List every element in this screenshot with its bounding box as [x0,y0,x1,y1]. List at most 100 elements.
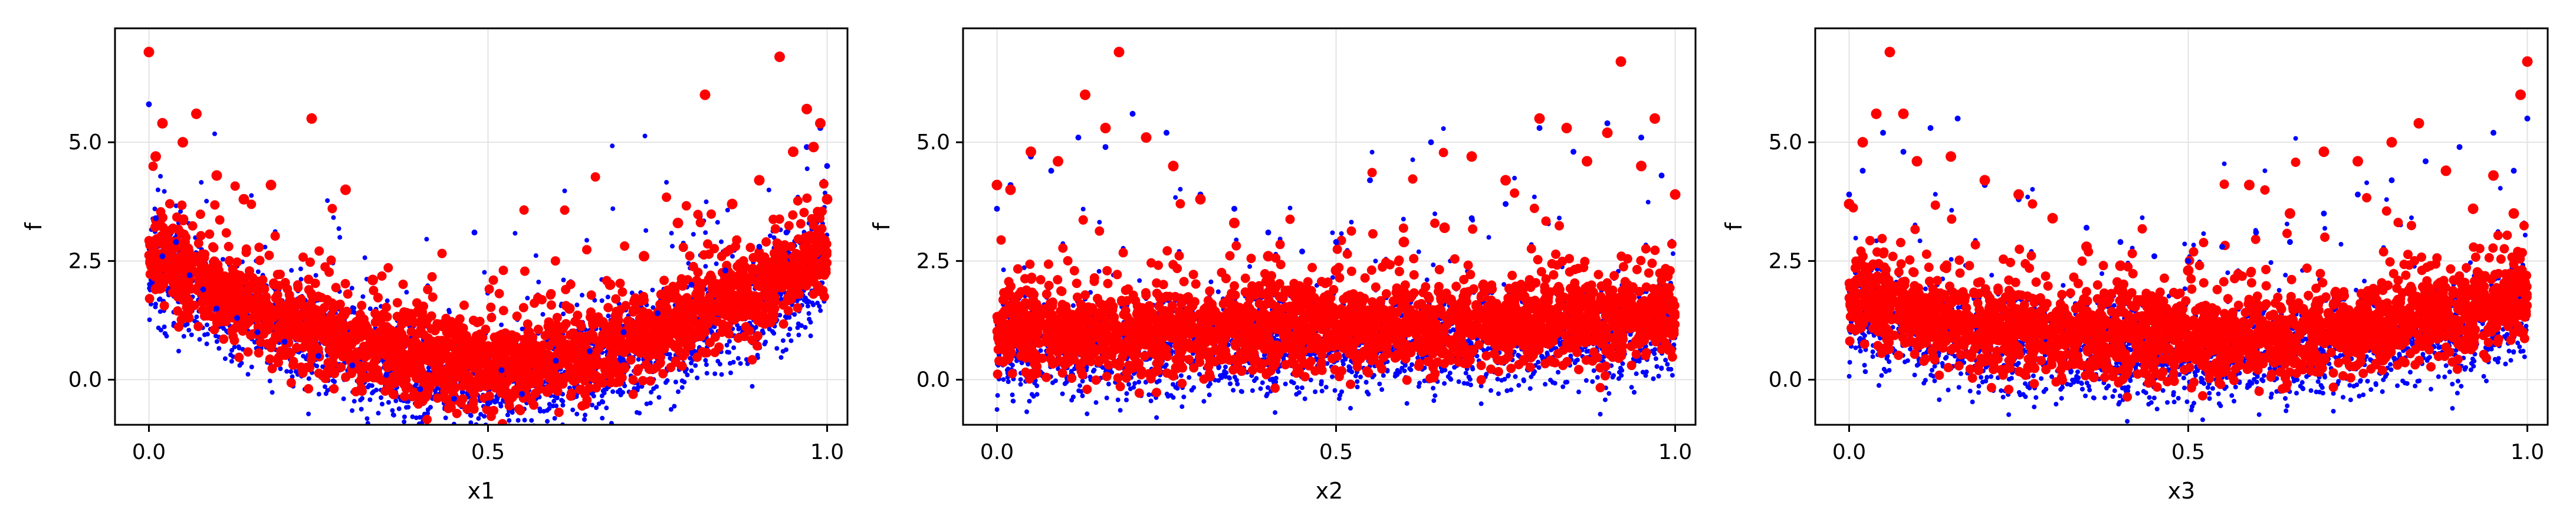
data-point [586,307,596,317]
data-point [689,360,694,366]
data-point [681,321,691,331]
data-point [462,404,472,414]
data-point [238,286,248,296]
data-point [252,340,257,345]
data-point [679,378,685,384]
data-point [300,363,310,373]
data-point [685,372,690,378]
data-point [818,308,823,313]
data-point [760,319,770,329]
data-point [386,400,391,405]
data-point [808,142,819,153]
data-point [181,334,186,339]
data-point [688,281,695,288]
data-point [498,367,505,373]
data-point [551,398,557,404]
data-point [753,331,763,341]
data-point [728,370,733,375]
data-point [533,324,543,335]
data-point [234,352,244,362]
data-point [540,312,546,317]
data-point [163,271,173,281]
data-point [422,414,432,424]
data-point [147,317,152,322]
data-point [340,184,351,195]
data-point [770,292,780,302]
data-point [468,412,473,418]
data-point [799,208,809,218]
data-point [550,404,556,409]
data-point [523,327,534,338]
data-point [484,363,494,373]
data-point [319,303,329,313]
data-point [328,304,339,314]
data-point [484,284,494,294]
data-point [817,224,827,234]
data-point [793,196,803,206]
data-point [314,363,320,369]
data-point [766,188,771,192]
data-point [783,230,790,236]
data-point [293,283,303,293]
data-point [471,230,478,236]
data-point [417,386,423,392]
data-point [732,235,742,245]
data-point [669,231,674,236]
data-point [285,296,294,306]
data-point [159,237,169,247]
data-point [566,280,576,289]
data-point [316,392,321,396]
data-point [618,392,623,398]
data-point [704,362,709,368]
data-point [441,313,451,323]
data-point [714,261,719,267]
data-point [774,51,785,63]
data-point [461,353,471,363]
data-point [628,389,638,399]
data-point [577,401,587,411]
data-point [321,327,331,337]
data-point [544,408,550,413]
data-point [278,366,283,371]
data-point [150,284,160,294]
data-point [525,296,530,301]
data-point [552,416,557,421]
data-point [232,257,242,267]
data-point [704,371,709,376]
data-point [817,304,822,309]
data-point [442,350,452,360]
data-point [816,264,826,274]
data-point [264,250,274,260]
data-point [408,392,418,402]
data-point [560,205,570,215]
data-point [205,332,210,337]
data-point [213,305,220,312]
data-point [351,399,357,404]
data-point [731,359,736,365]
data-point [605,354,615,364]
data-point [769,310,779,320]
x-tick-label: 1.0 [810,440,844,464]
data-point [745,242,755,253]
data-point [402,384,411,394]
data-point [707,314,717,324]
data-point [557,378,567,388]
data-point [189,332,194,337]
data-point [664,180,669,185]
data-point [205,322,209,327]
data-point [730,254,735,259]
data-point [523,319,533,329]
data-point [323,358,333,368]
data-point [778,319,788,329]
data-point [492,365,502,375]
data-point [340,278,350,289]
data-point [696,318,706,328]
data-point [519,340,529,350]
data-point [331,215,336,220]
data-point [157,309,163,314]
data-point [699,89,711,100]
data-point [763,271,773,281]
data-point [491,348,501,357]
data-point [599,298,604,303]
